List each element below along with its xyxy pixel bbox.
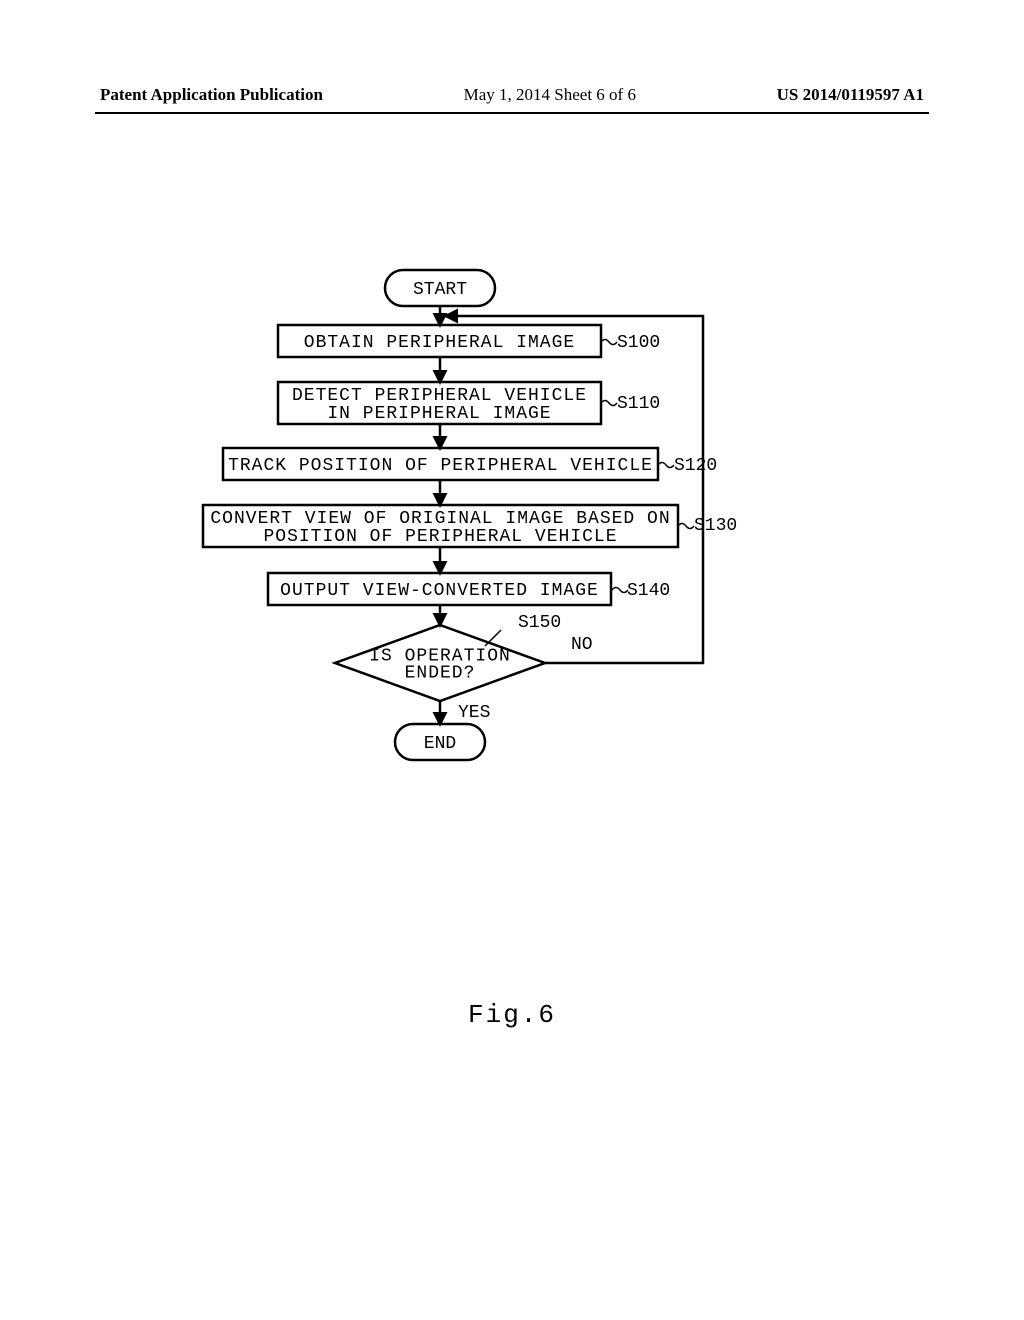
svg-text:YES: YES — [458, 703, 490, 723]
svg-text:OUTPUT VIEW-CONVERTED IMAGE: OUTPUT VIEW-CONVERTED IMAGE — [280, 581, 599, 601]
svg-text:ENDED?: ENDED? — [405, 663, 476, 683]
flowchart-svg: START OBTAIN PERIPHERAL IMAGE DETECT PERIP… — [0, 230, 1024, 870]
svg-text:S140: S140 — [627, 581, 670, 601]
header-rule — [95, 112, 929, 114]
svg-text:END: END — [424, 734, 456, 754]
svg-text:START: START — [413, 280, 467, 300]
svg-text:S120: S120 — [674, 456, 717, 476]
svg-text:CONVERT VIEW OF ORIGINAL IMAGE: CONVERT VIEW OF ORIGINAL IMAGE BASED ON — [210, 509, 670, 529]
header-left: Patent Application Publication — [100, 85, 323, 105]
svg-text:DETECT PERIPHERAL VEHICLE: DETECT PERIPHERAL VEHICLE — [292, 386, 587, 406]
svg-text:NO: NO — [571, 635, 593, 655]
flowchart-diagram: START OBTAIN PERIPHERAL IMAGE DETECT PERIP… — [0, 230, 1024, 870]
svg-text:S130: S130 — [694, 516, 737, 536]
header-center: May 1, 2014 Sheet 6 of 6 — [464, 85, 636, 105]
svg-text:S150: S150 — [518, 613, 561, 633]
svg-text:POSITION OF PERIPHERAL VEHICLE: POSITION OF PERIPHERAL VEHICLE — [263, 527, 617, 547]
svg-text:S110: S110 — [617, 394, 660, 414]
header-right: US 2014/0119597 A1 — [777, 85, 924, 105]
svg-text:S100: S100 — [617, 333, 660, 353]
svg-text:OBTAIN PERIPHERAL IMAGE: OBTAIN PERIPHERAL IMAGE — [304, 333, 575, 353]
figure-label: Fig.6 — [0, 1000, 1024, 1030]
svg-text:IN PERIPHERAL IMAGE: IN PERIPHERAL IMAGE — [327, 404, 551, 424]
svg-text:TRACK POSITION OF PERIPHERAL V: TRACK POSITION OF PERIPHERAL VEHICLE — [228, 456, 653, 476]
